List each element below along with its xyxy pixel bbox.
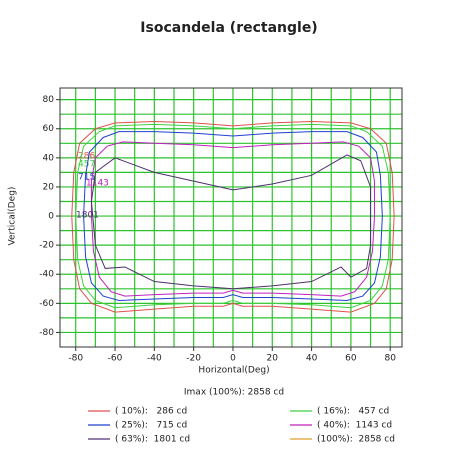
- x-tick-label: -60: [108, 354, 123, 364]
- legend-label: ( 40%): 1143 cd: [317, 421, 392, 431]
- chart-title: Isocandela (rectangle): [140, 20, 317, 36]
- contour-label: 1143: [86, 179, 109, 189]
- y-tick-label: 60: [43, 124, 55, 134]
- contour-line: [90, 141, 375, 297]
- y-tick-label: 20: [43, 182, 55, 192]
- contour-label: 1801: [76, 211, 99, 221]
- y-tick-label: 40: [43, 153, 55, 163]
- x-tick-label: -20: [186, 354, 201, 364]
- imax-note: Imax (100%): 2858 cd: [184, 388, 284, 398]
- x-tick-label: -40: [147, 354, 162, 364]
- legend-label: (100%): 2858 cd: [317, 435, 395, 445]
- plot-frame: [59, 87, 403, 348]
- y-tick-label: -60: [39, 299, 54, 309]
- contour-line: [71, 120, 395, 313]
- contour-line: [90, 154, 372, 290]
- x-tick-label: 20: [267, 354, 279, 364]
- y-tick-label: 0: [48, 212, 54, 222]
- legend-label: ( 16%): 457 cd: [317, 407, 389, 417]
- legend-label: ( 25%): 715 cd: [115, 421, 187, 431]
- y-tick-label: -20: [39, 241, 54, 251]
- contour-label: 457: [78, 160, 95, 170]
- x-tick-label: -80: [68, 354, 83, 364]
- contour-line: [83, 131, 383, 301]
- legend-label: ( 10%): 286 cd: [115, 407, 187, 417]
- y-axis-label: Vertical(Deg): [8, 187, 18, 246]
- x-tick-label: 60: [345, 354, 357, 364]
- y-tick-label: -40: [39, 270, 54, 280]
- x-tick-label: 40: [306, 354, 318, 364]
- contour-label: 715: [78, 173, 95, 183]
- y-tick-label: 80: [43, 95, 55, 105]
- legend-label: ( 63%): 1801 cd: [115, 435, 190, 445]
- x-axis-label: Horizontal(Deg): [198, 366, 269, 376]
- contour-label: 286: [78, 152, 95, 162]
- contour-line: [75, 123, 391, 309]
- y-tick-label: -80: [39, 328, 54, 338]
- x-tick-label: 80: [384, 354, 396, 364]
- x-tick-label: 0: [230, 354, 236, 364]
